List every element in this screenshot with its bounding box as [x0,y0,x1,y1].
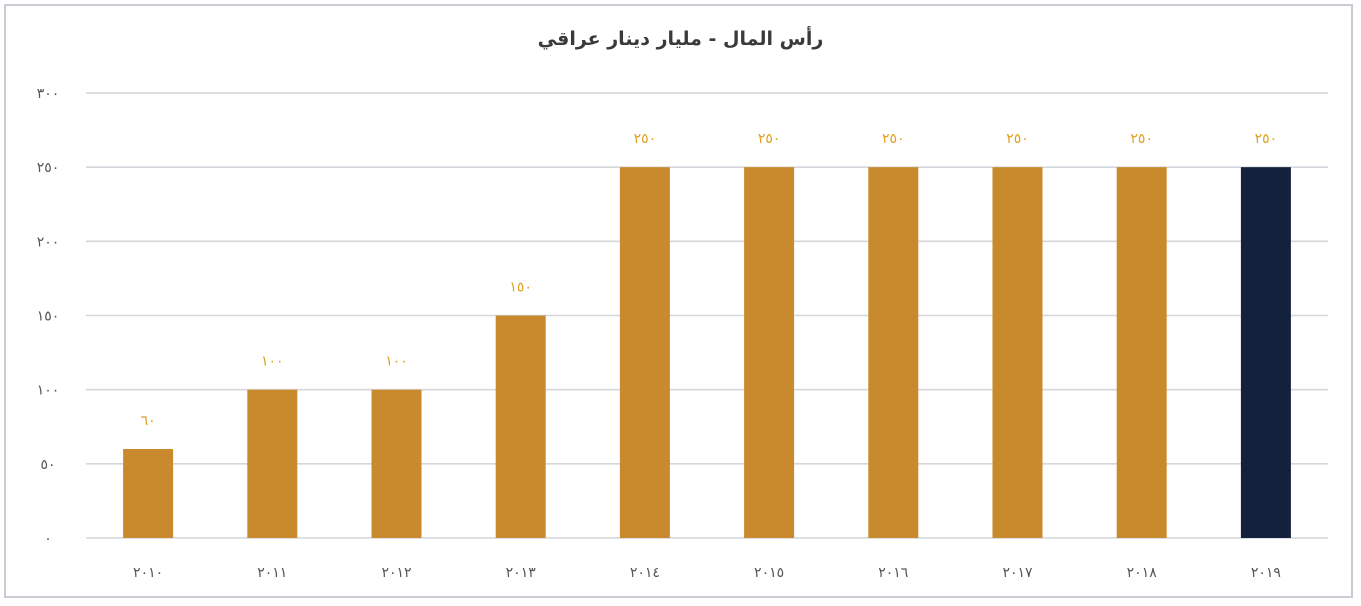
x-tick-label-0: ٢٠١٠ [133,565,163,581]
x-tick-label-3: ٢٠١٣ [506,565,537,581]
data-label-3: ١٥٠ [509,280,532,296]
x-tick-label-6: ٢٠١٦ [878,565,908,581]
data-label-0: ٦٠ [141,413,156,429]
data-label-6: ٢٥٠ [882,131,905,147]
bar-٢٠١٠ [123,449,174,538]
x-tick-label-5: ٢٠١٥ [754,565,784,581]
data-label-5: ٢٥٠ [758,131,781,147]
y-tick-label-300: ٣٠٠ [37,86,60,102]
x-tick-label-8: ٢٠١٨ [1127,565,1158,581]
chart-title: رأس المال - مليار دينار عراقي [537,28,824,50]
x-tick-label-1: ٢٠١١ [257,565,287,581]
data-label-8: ٢٥٠ [1130,131,1153,147]
x-tick-label-7: ٢٠١٧ [1002,565,1033,581]
data-label-9: ٢٥٠ [1255,131,1278,147]
data-label-4: ٢٥٠ [634,131,657,147]
bar-٢٠١٥ [744,167,795,538]
y-tick-label-200: ٢٠٠ [37,234,60,250]
data-label-1: ١٠٠ [261,354,284,370]
y-tick-label-50: ٥٠ [40,457,55,473]
data-label-7: ٢٥٠ [1006,131,1029,147]
bar-٢٠١٨ [1116,167,1167,538]
bar-٢٠١٧ [992,167,1043,538]
bar-٢٠١١ [247,389,298,538]
data-label-2: ١٠٠ [385,354,408,370]
y-tick-label-100: ١٠٠ [37,383,60,399]
bar-٢٠١٤ [619,167,670,538]
bar-٢٠١٣ [495,315,546,538]
x-tick-label-9: ٢٠١٩ [1251,565,1281,581]
bar-٢٠١٦ [868,167,919,538]
y-tick-label-250: ٢٥٠ [37,160,60,176]
bar-٢٠١٩ [1240,167,1291,538]
x-tick-label-2: ٢٠١٢ [381,565,411,581]
x-tick-label-4: ٢٠١٤ [630,565,660,581]
y-tick-label-150: ١٥٠ [37,309,60,325]
y-tick-label-0: ٠ [44,531,52,547]
bar-٢٠١٢ [371,389,422,538]
